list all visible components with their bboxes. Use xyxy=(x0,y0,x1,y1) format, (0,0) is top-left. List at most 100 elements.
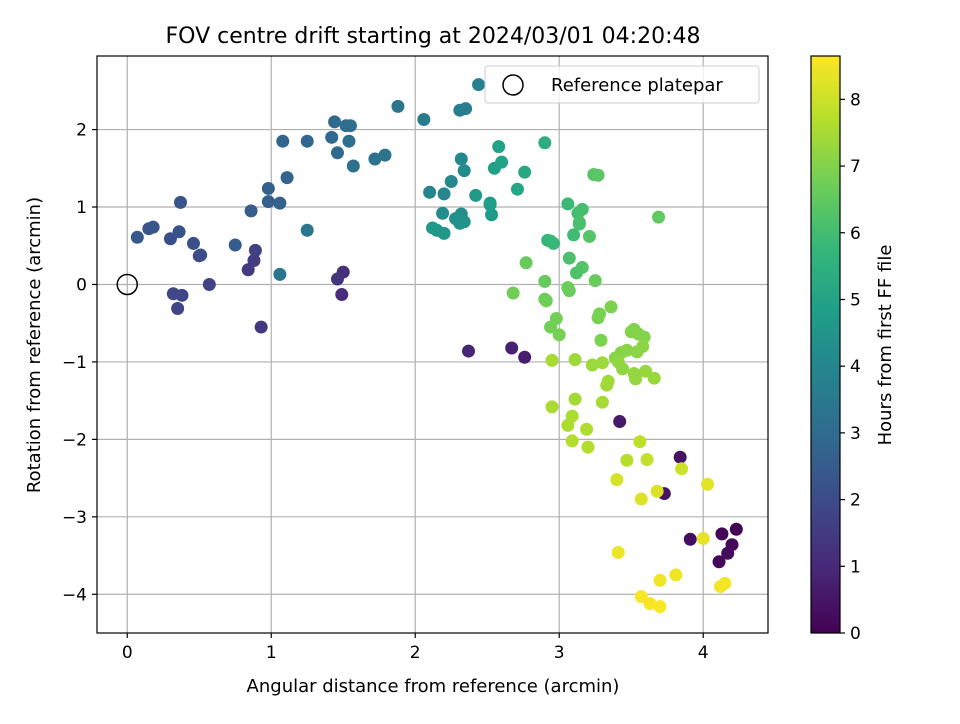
data-point xyxy=(624,325,638,339)
axes-layer: 0 1 2 3 4 −4 −3 −2 −1 0 1 2 xyxy=(62,55,769,663)
grid-layer xyxy=(97,56,768,633)
data-point xyxy=(610,473,624,487)
data-point xyxy=(228,238,242,252)
data-point xyxy=(611,545,625,559)
data-point xyxy=(273,267,287,281)
data-point xyxy=(549,312,563,326)
y-tick-label: −1 xyxy=(62,353,87,373)
reference-platepar-marker xyxy=(116,273,138,296)
y-tick-label: −2 xyxy=(62,430,87,450)
data-point xyxy=(683,532,697,546)
data-point xyxy=(620,343,634,357)
data-point xyxy=(539,294,553,308)
data-point xyxy=(580,422,594,436)
data-point xyxy=(248,243,262,257)
data-point xyxy=(519,256,533,270)
data-point xyxy=(328,115,342,129)
data-point xyxy=(444,174,458,188)
data-point xyxy=(647,371,661,385)
data-point xyxy=(505,341,519,355)
colorbar-tick-label: 3 xyxy=(850,424,861,444)
data-point xyxy=(629,372,643,386)
data-point xyxy=(423,185,437,199)
data-point xyxy=(588,274,602,288)
data-point xyxy=(335,288,349,302)
colorbar-tick-label: 7 xyxy=(850,157,861,177)
colorbar: 0 1 2 3 4 5 6 7 8 xyxy=(810,55,861,644)
legend-box xyxy=(484,65,760,104)
data-point xyxy=(552,328,566,342)
data-point xyxy=(472,78,486,92)
data-point xyxy=(640,453,654,467)
data-point xyxy=(171,301,185,315)
data-point xyxy=(594,333,608,347)
colorbar-tick-label: 6 xyxy=(850,224,861,244)
data-point xyxy=(729,522,743,536)
y-tick-label: −3 xyxy=(62,508,87,528)
points-layer xyxy=(116,78,743,614)
data-point xyxy=(585,358,599,372)
data-point xyxy=(712,555,726,569)
data-point xyxy=(595,395,609,409)
data-point xyxy=(461,344,475,358)
data-point xyxy=(593,307,607,321)
data-point xyxy=(244,204,258,218)
data-point xyxy=(650,484,664,498)
plot-frame xyxy=(96,55,769,634)
data-point xyxy=(518,350,532,364)
data-point xyxy=(163,232,177,246)
data-point xyxy=(568,353,582,367)
data-point xyxy=(620,453,634,467)
data-point xyxy=(652,210,666,224)
colorbar-tick-label: 2 xyxy=(850,491,861,511)
data-point xyxy=(701,477,715,491)
data-point xyxy=(172,225,186,239)
y-axis-label: Rotation from reference (arcmin) xyxy=(24,197,45,493)
colorbar-tick-label: 1 xyxy=(850,557,861,577)
data-point xyxy=(146,220,160,234)
data-point xyxy=(485,208,499,222)
data-point xyxy=(636,339,650,353)
x-axis-label: Angular distance from reference (arcmin) xyxy=(247,676,620,697)
data-point xyxy=(342,134,356,148)
data-point xyxy=(330,272,344,286)
data-point xyxy=(538,136,552,150)
x-tick-label: 2 xyxy=(410,643,421,663)
colorbar-tick-label: 4 xyxy=(850,357,861,377)
data-point xyxy=(595,356,609,370)
data-point xyxy=(567,228,581,242)
data-point xyxy=(300,134,314,148)
data-point xyxy=(582,229,596,243)
data-point xyxy=(437,187,451,201)
colorbar-label: Hours from first FF file xyxy=(875,245,896,446)
data-point xyxy=(273,196,287,210)
colorbar-tick-label: 5 xyxy=(850,290,861,310)
data-point xyxy=(330,146,344,160)
data-point xyxy=(346,159,360,173)
data-point xyxy=(254,320,268,334)
data-point xyxy=(561,281,575,295)
data-point xyxy=(604,300,618,314)
legend-entry-label: Reference platepar xyxy=(551,75,723,96)
data-point xyxy=(469,188,483,202)
data-point xyxy=(561,197,575,211)
data-point xyxy=(186,236,200,250)
data-point xyxy=(562,251,576,265)
data-point xyxy=(202,277,216,291)
data-point xyxy=(600,378,614,392)
data-point xyxy=(368,152,382,166)
data-point xyxy=(634,492,648,506)
data-point xyxy=(721,546,735,560)
data-point xyxy=(510,182,524,196)
data-point xyxy=(194,248,208,262)
data-point xyxy=(261,181,275,195)
data-point xyxy=(643,597,657,611)
y-tick-label: −4 xyxy=(62,585,87,605)
data-point xyxy=(561,418,575,432)
data-point xyxy=(495,155,509,169)
colorbar-gradient xyxy=(810,55,841,634)
data-point xyxy=(675,462,689,476)
legend-marker xyxy=(502,74,524,96)
